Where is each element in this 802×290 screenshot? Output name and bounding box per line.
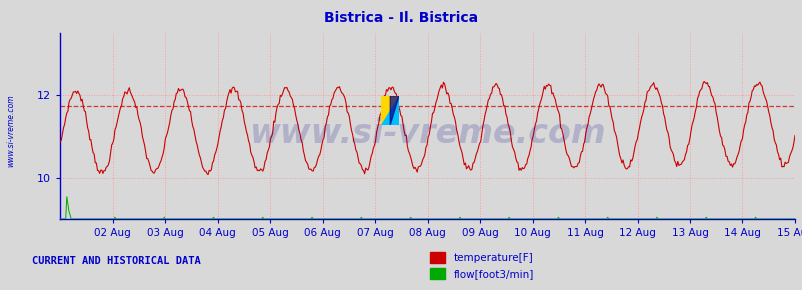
Text: www.si-vreme.com: www.si-vreme.com	[249, 117, 606, 150]
Polygon shape	[381, 96, 399, 125]
Polygon shape	[381, 96, 399, 125]
Text: Bistrica - Il. Bistrica: Bistrica - Il. Bistrica	[324, 11, 478, 25]
Text: www.si-vreme.com: www.si-vreme.com	[6, 94, 15, 167]
Polygon shape	[390, 96, 399, 125]
Legend: temperature[F], flow[foot3/min]: temperature[F], flow[foot3/min]	[425, 248, 537, 283]
Text: CURRENT AND HISTORICAL DATA: CURRENT AND HISTORICAL DATA	[32, 256, 200, 266]
